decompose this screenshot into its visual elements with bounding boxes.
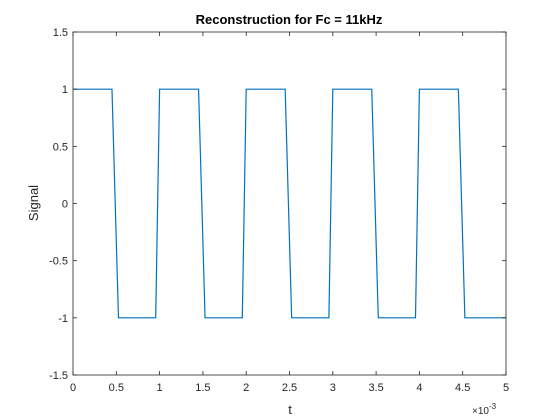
y-axis-title: Signal [26,185,41,221]
y-tick-label: 1.5 [53,27,68,39]
y-tick-label: -0.5 [49,256,68,268]
x-tick-label: 3 [330,382,336,394]
plot-area [73,32,506,375]
y-axis: 1.5 1 0.5 0 -0.5 -1 -1.5 [49,27,506,382]
x-tick-label: 1.5 [195,382,210,394]
x-tick-label: 0 [70,382,76,394]
x-tick-label: 4 [416,382,422,394]
series-line [73,88,506,319]
y-tick-label: 1 [62,84,68,96]
x-tick-label: 3.5 [368,382,383,394]
y-tick-label: 0.5 [53,141,68,153]
y-tick-label: -1.5 [49,370,68,382]
x-exponent-label: ×10-3 [472,402,497,417]
x-tick-label: 2 [243,382,249,394]
x-tick-label: 1 [157,382,163,394]
x-tick-label: 0.5 [109,382,124,394]
y-tick-label: -1 [58,313,68,325]
x-tick-label: 5 [503,382,509,394]
chart-title: Reconstruction for Fc = 11kHz [196,12,383,27]
x-tick-label: 2.5 [282,382,297,394]
y-tick-label: 0 [62,199,68,211]
x-axis-title: t [288,402,292,417]
x-axis: 0 0.5 1 1.5 2 2.5 3 3.5 4 4.5 5 [70,32,509,394]
series-layer [73,88,506,319]
x-tick-label: 4.5 [455,382,470,394]
